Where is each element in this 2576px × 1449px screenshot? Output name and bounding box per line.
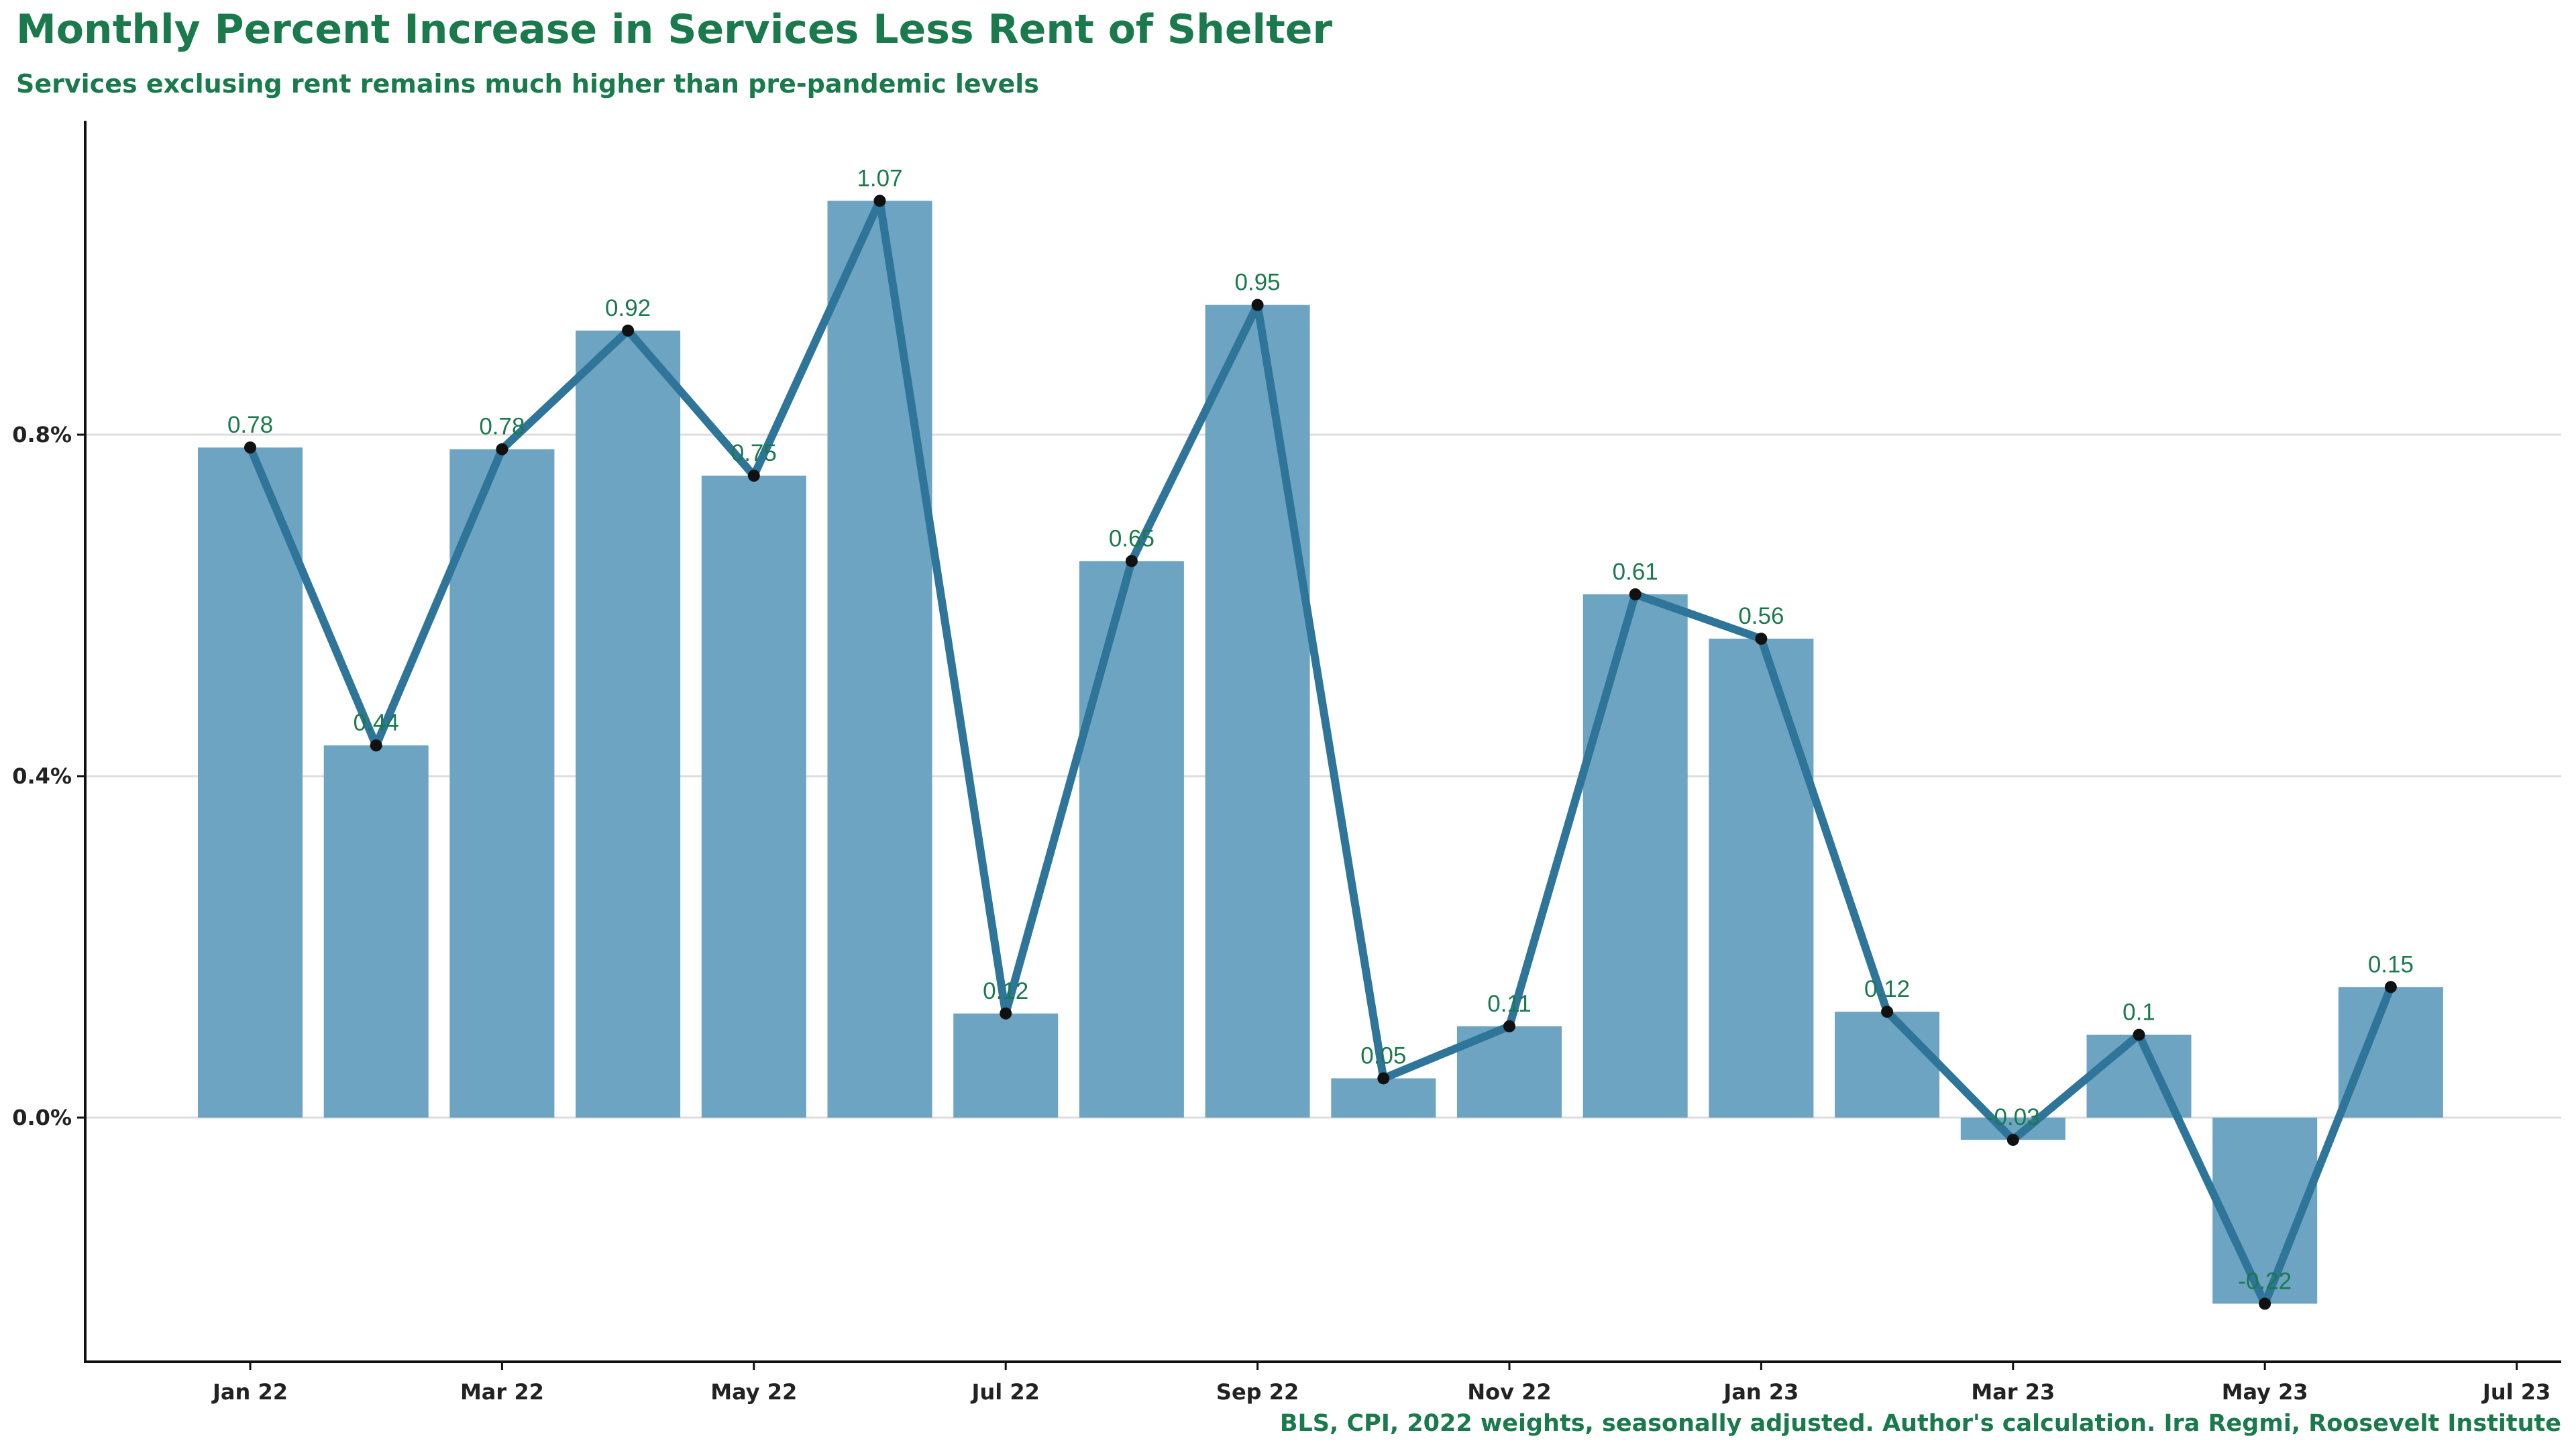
data-label: 0.05 <box>1360 1042 1406 1069</box>
bar <box>2338 987 2443 1118</box>
chart-subtitle: Services exclusing rent remains much hig… <box>16 69 1039 99</box>
data-point <box>2259 1297 2271 1310</box>
bar <box>198 447 303 1118</box>
data-label: -0.22 <box>2238 1268 2292 1294</box>
x-tick-label: Jan 23 <box>1722 1379 1799 1405</box>
data-point <box>2133 1028 2145 1041</box>
data-label: 0.11 <box>1487 991 1532 1017</box>
data-point <box>1125 555 1138 568</box>
chart-title: Monthly Percent Increase in Services Les… <box>16 6 1332 53</box>
bar <box>701 476 806 1118</box>
data-point <box>1629 588 1642 600</box>
x-tick-label: Mar 22 <box>460 1379 544 1405</box>
axis-layer <box>84 121 2561 1363</box>
data-label: 0.56 <box>1738 603 1784 629</box>
bar <box>1331 1078 1436 1118</box>
bar <box>576 330 681 1118</box>
data-label: 0.92 <box>605 295 651 321</box>
bar <box>1205 305 1310 1118</box>
y-tick-label: 0.8% <box>12 422 72 447</box>
tick-layer: 0.0% 0.4% 0.8% Jan 22 Mar 22 May 22 Jul 22 Sep … <box>12 422 2551 1405</box>
bar <box>1079 561 1184 1118</box>
line-layer <box>246 197 2395 1308</box>
chart-caption: BLS, CPI, 2022 weights, seasonally adjus… <box>1280 1410 2561 1437</box>
data-point <box>244 441 256 454</box>
data-label: 0.12 <box>983 978 1028 1004</box>
data-label: 0.44 <box>354 710 399 736</box>
data-point <box>370 739 382 752</box>
x-tick-label: Jul 23 <box>2481 1379 2551 1405</box>
y-tick-label: 0.0% <box>12 1105 72 1130</box>
data-point <box>1881 1006 1894 1018</box>
data-point <box>496 443 508 455</box>
bar <box>449 449 555 1118</box>
data-point <box>873 195 886 207</box>
data-point <box>2006 1134 2019 1146</box>
data-label: 0.78 <box>227 412 273 438</box>
data-point <box>747 470 760 482</box>
data-label: 0.61 <box>1613 559 1658 585</box>
data-label: 0.12 <box>1864 976 1910 1002</box>
data-point <box>1000 1007 1012 1020</box>
bar <box>1835 1012 1940 1118</box>
data-label: 0.65 <box>1109 525 1155 551</box>
data-point <box>1377 1072 1390 1085</box>
data-label: 0.78 <box>479 414 525 440</box>
data-label: 0.95 <box>1235 270 1281 296</box>
bar <box>1709 639 1814 1118</box>
data-point <box>2384 981 2397 994</box>
x-tick-label: Sep 22 <box>1216 1379 1299 1405</box>
point-layer <box>244 195 2397 1310</box>
data-label: 1.07 <box>857 165 902 191</box>
x-tick-label: Jan 22 <box>211 1379 288 1405</box>
data-label: 0.75 <box>731 440 777 466</box>
data-point <box>1755 633 1768 645</box>
data-point <box>1503 1020 1515 1032</box>
x-tick-label: Nov 22 <box>1467 1379 1551 1405</box>
bar <box>953 1013 1059 1118</box>
x-tick-label: May 22 <box>710 1379 797 1405</box>
bar <box>323 745 429 1118</box>
data-label: 0.15 <box>2368 951 2414 977</box>
bar-layer <box>198 201 2443 1304</box>
bar <box>1582 594 1688 1118</box>
data-label: 0.1 <box>2123 1000 2155 1026</box>
x-tick-label: Mar 23 <box>1971 1379 2055 1405</box>
series-line <box>246 197 2395 1308</box>
x-tick-label: May 23 <box>2222 1379 2308 1405</box>
data-label: -0.03 <box>1986 1104 2040 1130</box>
bar <box>827 201 932 1118</box>
data-point <box>622 324 635 337</box>
x-tick-label: Jul 22 <box>971 1379 1040 1405</box>
data-point <box>1251 299 1264 311</box>
y-tick-label: 0.4% <box>12 763 72 789</box>
label-layer: 0.78 0.44 0.78 0.92 0.75 1.07 0.12 0.65 0.95 0.05… <box>227 165 2414 1294</box>
